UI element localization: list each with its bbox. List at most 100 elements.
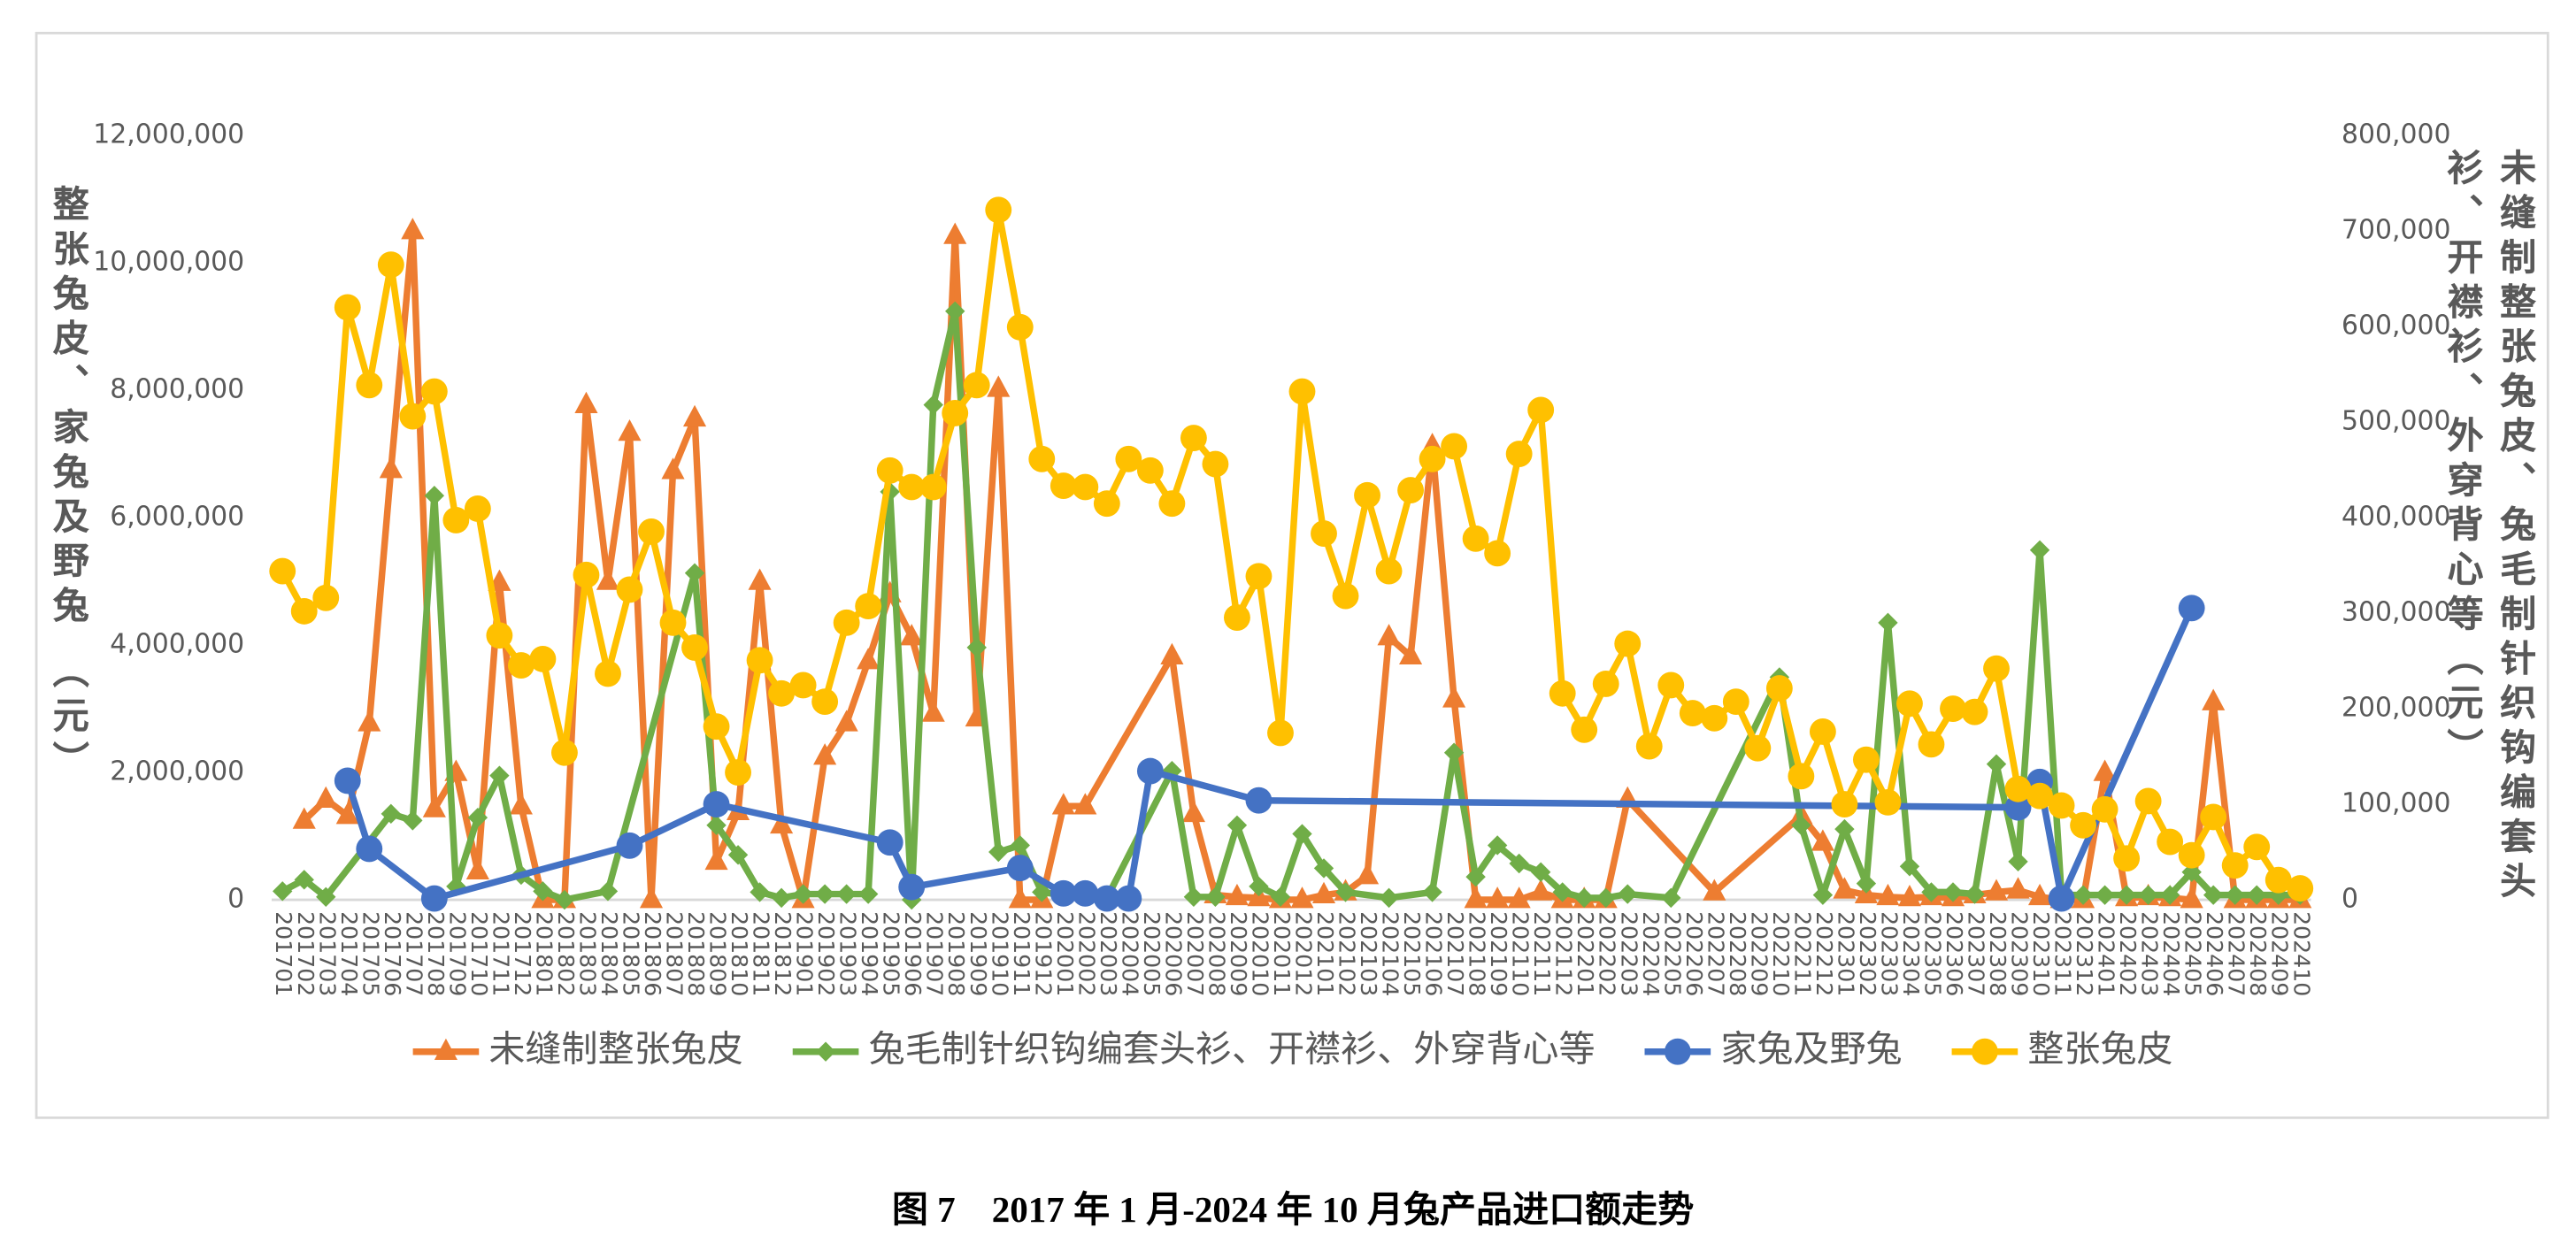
marker-diamond: [467, 807, 488, 828]
x-tick-label: 202406: [2202, 911, 2227, 996]
series-segment: [1841, 825, 1870, 887]
series-segment: [1428, 442, 1457, 702]
marker-circle: [1136, 757, 1164, 785]
x-tick-label: 202204: [1638, 911, 1664, 996]
marker-circle: [1571, 716, 1598, 743]
x-tick-label: 202408: [2245, 911, 2271, 996]
marker-diamond: [1618, 884, 1638, 904]
legend-label: 整张兔皮: [2027, 1028, 2172, 1071]
series-segment: [1797, 822, 1826, 899]
x-tick-label: 202405: [2180, 911, 2206, 996]
series-segment: [1450, 748, 1480, 880]
marker-triangle: [1703, 879, 1726, 901]
marker-circle: [2070, 811, 2097, 839]
x-tick-label: 202407: [2224, 911, 2249, 996]
x-tick-label: 202306: [1942, 911, 1967, 996]
series-segment: [1168, 767, 1197, 901]
series-segment: [1234, 822, 1263, 890]
marker-circle: [703, 791, 730, 817]
series-segment: [431, 492, 460, 890]
x-tick-label: 201912: [1030, 911, 1056, 996]
marker-circle: [1202, 450, 1229, 478]
marker-diamond: [1899, 856, 1920, 877]
series-segment: [474, 505, 504, 639]
series-segment: [1277, 388, 1306, 737]
x-tick-label: 201702: [293, 911, 319, 996]
marker-circle: [1050, 879, 1077, 907]
marker-triangle: [770, 811, 794, 834]
series-segment: [1211, 460, 1241, 621]
marker-diamond: [2008, 851, 2028, 872]
marker-circle: [1332, 582, 1359, 610]
marker-diamond: [1942, 882, 1964, 902]
x-tick-label: 202101: [1312, 911, 1338, 996]
marker-circle: [1224, 604, 1250, 632]
x-tick-label: 202210: [1768, 911, 1794, 996]
marker-circle: [1852, 746, 1880, 773]
x-tick-label: 202106: [1421, 911, 1447, 996]
x-tick-label: 201905: [879, 911, 904, 996]
marker-circle: [1983, 655, 2010, 682]
x-tick-label: 202310: [2028, 911, 2054, 996]
marker-circle: [356, 835, 383, 863]
marker-triangle: [834, 710, 858, 732]
marker-triangle: [1377, 624, 1401, 646]
series-segment: [842, 657, 872, 726]
series-segment: [409, 227, 438, 813]
x-tick-label: 201712: [510, 911, 535, 996]
x-tick-label: 202006: [1160, 911, 1186, 996]
marker-triangle: [1181, 800, 1205, 823]
x-tick-label: 202312: [2072, 911, 2097, 996]
marker-circle: [529, 645, 557, 672]
marker-diamond: [727, 845, 749, 865]
x-tick-label: 201904: [857, 911, 882, 996]
marker-circle: [2221, 852, 2249, 879]
series-segment: [1428, 748, 1457, 896]
marker-triangle: [2202, 688, 2226, 710]
x-tick-label: 202111: [1529, 911, 1555, 996]
marker-diamond: [533, 881, 553, 902]
series-segment: [626, 801, 720, 849]
marker-circle: [659, 609, 687, 636]
x-tick-label: 202102: [1334, 911, 1360, 996]
marker-circle: [963, 372, 990, 399]
x-tick-label: 201710: [466, 911, 492, 996]
marker-circle: [377, 251, 404, 279]
marker-triangle: [813, 743, 837, 765]
marker-circle: [1028, 445, 1056, 472]
marker-diamond: [1487, 835, 1508, 856]
marker-circle: [703, 713, 730, 741]
series: [269, 196, 2314, 902]
x-tick-label: 202207: [1703, 911, 1728, 996]
marker-circle: [1180, 425, 1207, 451]
x-tick-label: 201803: [574, 911, 600, 996]
marker-circle: [2048, 792, 2075, 819]
marker-circle: [551, 739, 578, 766]
marker-triangle: [422, 795, 446, 817]
series-segment: [2036, 547, 2065, 899]
x-tick-label: 202402: [2115, 911, 2141, 996]
marker-diamond: [597, 881, 619, 902]
marker-diamond: [2225, 885, 2245, 905]
marker-triangle: [465, 857, 489, 879]
marker-diamond: [966, 637, 987, 658]
x-tick-label: 201810: [727, 911, 752, 996]
x-tick-label: 201812: [770, 911, 796, 996]
x-tick-label: 201708: [423, 911, 449, 996]
series-segment: [865, 467, 894, 610]
marker-circle: [2157, 828, 2184, 856]
x-tick-label: 201701: [271, 911, 296, 996]
marker-diamond: [836, 884, 857, 904]
series-segment: [1147, 767, 1263, 804]
marker-triangle: [1486, 886, 1510, 909]
series-segment: [1298, 388, 1327, 537]
y-tick-label: 2,000,000: [110, 756, 244, 787]
marker-circle: [1115, 885, 1142, 912]
marker-circle: [1614, 630, 1642, 657]
y2-tick-label: 500,000: [2341, 406, 2450, 437]
marker-triangle: [704, 848, 728, 871]
marker-diamond: [294, 870, 314, 890]
series-segment: [1017, 324, 1046, 463]
x-tick-label: 202011: [1269, 911, 1295, 996]
marker-triangle: [921, 700, 945, 722]
